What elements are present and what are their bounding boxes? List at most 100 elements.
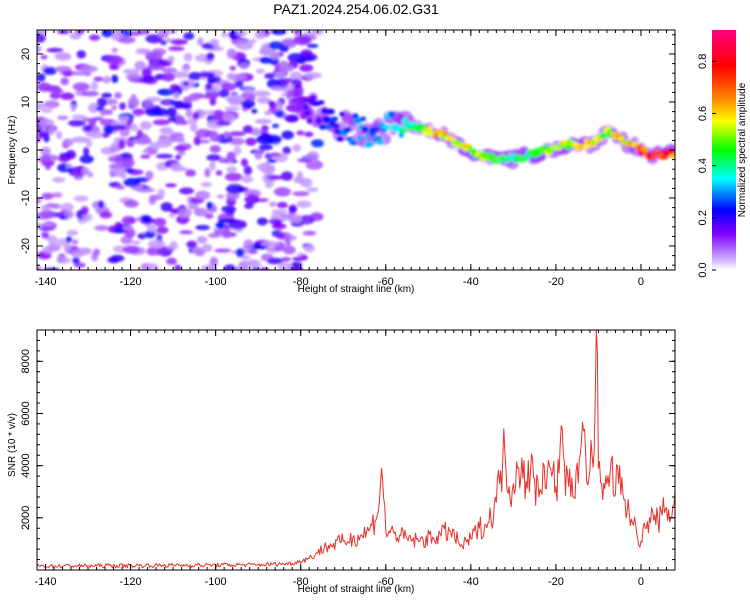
heatmap-noise-cell: [72, 257, 80, 264]
heatmap-noise-cell: [140, 154, 151, 159]
heatmap-noise-cell: [224, 172, 243, 182]
snr-panel: -140 -120 -100 -80 -60 -40 -20 0 2000 4000 6000 800…: [7, 329, 676, 595]
heatmap-noise-cell: [125, 73, 142, 81]
heatmap-noise-cell: [70, 104, 77, 112]
heatmap-noise-cell: [284, 114, 299, 123]
spectrogram-x-axis-title: Height of straight line (km): [298, 284, 415, 295]
heatmap-noise-cell: [111, 105, 118, 111]
heatmap-noise-cell: [119, 102, 126, 110]
heatmap-noise-cell: [37, 73, 46, 82]
heatmap-noise-cell: [136, 129, 143, 139]
heatmap-noise-cell: [245, 137, 257, 146]
heatmap-ridge-cell: [349, 140, 358, 146]
heatmap-noise-cell: [111, 258, 120, 264]
snr-x-tick-label: -120: [120, 576, 142, 588]
heatmap-noise-cell: [235, 30, 248, 37]
heatmap-ridge-cell: [370, 127, 379, 133]
heatmap-ridge-cell: [324, 124, 333, 130]
heatmap-ridge-cell: [564, 144, 572, 150]
heatmap-noise-cell: [259, 133, 272, 142]
heatmap-noise-cell: [57, 30, 70, 35]
heatmap-ridge-cell: [332, 124, 340, 129]
heatmap-noise-cell: [215, 121, 232, 126]
heatmap-ridge-cell: [361, 126, 369, 133]
heatmap-noise-cell: [179, 187, 194, 195]
snr-x-tick-label: -40: [463, 576, 479, 588]
heatmap-noise-cell: [293, 35, 312, 46]
heatmap-noise-cell: [170, 39, 188, 45]
heatmap-noise-cell: [89, 34, 101, 41]
heatmap-noise-cell: [207, 233, 222, 238]
heatmap-noise-cell: [243, 165, 253, 176]
heatmap-noise-cell: [195, 248, 206, 257]
heatmap-noise-cell: [283, 40, 297, 46]
heatmap-noise-cell: [284, 78, 293, 83]
heatmap-noise-cell: [37, 44, 42, 54]
heatmap-noise-cell: [46, 47, 64, 53]
heatmap-noise-cell: [310, 139, 324, 148]
heatmap-noise-cell: [71, 239, 79, 245]
heatmap-noise-cell: [65, 167, 76, 173]
heatmap-noise-cell: [221, 205, 237, 213]
heatmap-noise-cell: [251, 108, 258, 114]
heatmap-noise-cell: [174, 137, 186, 143]
heatmap-noise-cell: [228, 137, 245, 146]
heatmap-noise-cell: [62, 138, 74, 147]
heatmap-noise-cell: [235, 40, 254, 50]
heatmap-noise-cell: [225, 184, 244, 194]
heatmap-noise-cell: [122, 68, 140, 75]
heatmap-noise-cell: [47, 125, 56, 136]
heatmap-noise-cell: [51, 192, 63, 198]
heatmap-noise-cell: [243, 88, 256, 94]
heatmap-noise-cell: [47, 235, 58, 245]
heatmap-noise-cell: [161, 67, 177, 74]
snr-x-tick-label: -100: [205, 576, 227, 588]
heatmap-noise-cell: [101, 92, 113, 99]
colorbar-ticks: 0.0 0.2 0.4 0.6 0.8: [697, 54, 716, 278]
heatmap-noise-cell: [242, 125, 254, 134]
heatmap-noise-cell: [303, 244, 315, 253]
heatmap-ridge-cell: [381, 124, 391, 130]
heatmap-noise-cell: [94, 225, 109, 231]
heatmap-noise-cell: [85, 130, 96, 137]
heatmap-noise-cell: [267, 175, 284, 180]
heatmap-noise-cell: [147, 224, 157, 233]
heatmap-noise-cell: [252, 90, 271, 97]
heatmap-noise-cell: [177, 208, 192, 218]
heatmap-noise-cell: [129, 123, 139, 132]
heatmap-noise-cell: [303, 217, 310, 225]
heatmap-noise-cell: [269, 101, 277, 109]
heatmap-noise-cell: [66, 229, 79, 236]
heatmap-ridge-cell: [326, 108, 335, 115]
heatmap-noise-cell: [261, 240, 279, 247]
heatmap-noise-cell: [283, 245, 296, 255]
heatmap-noise-cell: [267, 257, 284, 265]
heatmap-noise-cell: [256, 162, 273, 172]
heatmap-noise-cell: [144, 230, 156, 239]
colorbar: 0.0 0.2 0.4 0.6 0.8 Normalized spectral ampl…: [697, 30, 748, 278]
heatmap-noise-cell: [99, 211, 113, 219]
heatmap-noise-cell: [174, 264, 182, 270]
heatmap-noise-cell: [155, 153, 173, 159]
heatmap-noise-cell: [56, 130, 63, 140]
heatmap-ridge-cell: [442, 130, 449, 136]
heatmap-noise-cell: [118, 36, 136, 44]
heatmap-noise-cell: [145, 52, 155, 58]
heatmap-ridge-cell: [344, 127, 352, 133]
heatmap-ridge-cell: [398, 132, 404, 138]
heatmap-ridge-cell: [667, 149, 675, 155]
heatmap-noise-cell: [221, 32, 228, 38]
heatmap-noise-cell: [168, 46, 185, 52]
heatmap-noise-cell: [271, 209, 288, 215]
heatmap-noise-cell: [135, 48, 151, 55]
heatmap-noise-cell: [247, 193, 256, 201]
spectrogram-y-tick-label: -10: [20, 190, 32, 206]
heatmap-noise-cell: [292, 144, 302, 152]
heatmap-noise-cell: [288, 204, 298, 214]
heatmap-noise-cell: [152, 119, 171, 126]
heatmap-ridge-cell: [302, 103, 309, 110]
heatmap-noise-cell: [213, 109, 224, 118]
heatmap-noise-cell: [170, 208, 180, 213]
heatmap-ridge-cell: [322, 116, 332, 123]
heatmap-noise-cell: [140, 121, 152, 130]
